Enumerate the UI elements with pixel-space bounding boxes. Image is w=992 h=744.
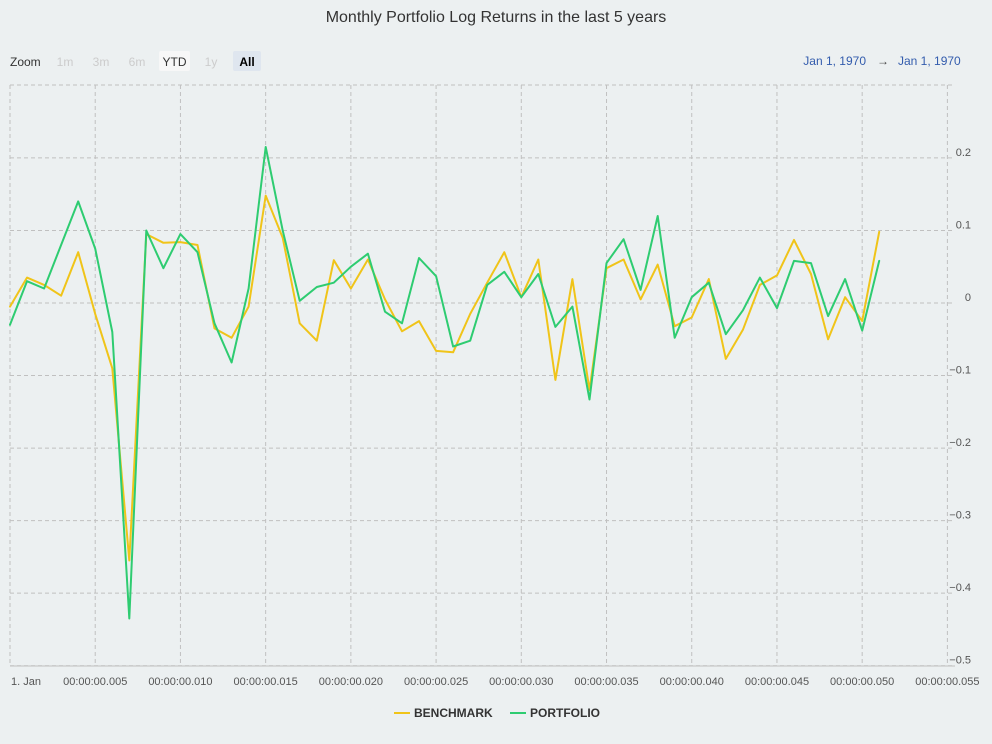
- zoom-button-bg[interactable]: [51, 51, 79, 71]
- x-axis: 1. Jan 00:00:00.005 00:00:00.010 00:00:00.0…: [11, 676, 980, 688]
- y-tick-label: −0.1: [949, 365, 971, 377]
- legend: BENCHMARK PORTFOLIO: [394, 706, 600, 720]
- series-line-portfolio[interactable]: [9, 146, 881, 620]
- zoom-toolbar: Zoom 1m 3m 6m YTD 1y All: [10, 51, 261, 71]
- zoom-button-label[interactable]: YTD: [163, 55, 187, 69]
- y-tick-label: 0.1: [956, 219, 971, 231]
- y-tick-label: 0.2: [956, 147, 971, 159]
- zoom-button-label[interactable]: 1m: [57, 55, 74, 69]
- x-tick-label: 00:00:00.035: [574, 676, 638, 688]
- chart-title: Monthly Portfolio Log Returns in the las…: [326, 9, 667, 26]
- grid: [9, 84, 955, 667]
- y-tick-label: −0.2: [949, 437, 971, 449]
- series-line-benchmark[interactable]: [9, 194, 881, 562]
- x-tick-label: 1. Jan: [11, 676, 41, 688]
- range-arrow: →: [877, 54, 889, 68]
- zoom-button-bg[interactable]: [123, 51, 151, 71]
- x-tick-label: 00:00:00.005: [63, 676, 127, 688]
- y-axis: −0.5 −0.4 −0.3 −0.2 −0.1 0 0.1 0.2: [949, 147, 971, 667]
- range-display: Jan 1, 1970 → Jan 1, 1970: [803, 54, 961, 68]
- x-tick-label: 00:00:00.020: [319, 676, 383, 688]
- legend-label: BENCHMARK: [414, 706, 493, 720]
- series-lines: [9, 146, 881, 620]
- y-tick-label: −0.5: [949, 655, 971, 667]
- zoom-button-bg[interactable]: [87, 51, 115, 71]
- y-tick-label: −0.3: [949, 510, 971, 522]
- x-tick-label: 00:00:00.050: [830, 676, 894, 688]
- zoom-button-all[interactable]: All: [233, 51, 261, 71]
- x-tick-label: 00:00:00.055: [915, 676, 979, 688]
- zoom-button-bg[interactable]: [197, 51, 225, 71]
- x-tick-label: 00:00:00.040: [660, 676, 724, 688]
- zoom-button-1m[interactable]: 1m: [51, 51, 79, 71]
- x-tick-label: 00:00:00.010: [148, 676, 212, 688]
- x-tick-label: 00:00:00.045: [745, 676, 809, 688]
- zoom-button-label[interactable]: All: [239, 55, 254, 69]
- y-tick-label: −0.4: [949, 582, 971, 594]
- zoom-button-1y[interactable]: 1y: [197, 51, 225, 71]
- zoom-button-label[interactable]: 1y: [205, 55, 218, 69]
- zoom-label: Zoom: [10, 55, 41, 69]
- zoom-button-bg[interactable]: [233, 51, 261, 71]
- legend-item-portfolio[interactable]: PORTFOLIO: [510, 706, 600, 720]
- zoom-button-label[interactable]: 6m: [129, 55, 146, 69]
- zoom-button-ytd[interactable]: YTD: [159, 51, 190, 71]
- x-tick-label: 00:00:00.025: [404, 676, 468, 688]
- range-from[interactable]: Jan 1, 1970: [803, 54, 866, 68]
- zoom-button-3m[interactable]: 3m: [87, 51, 115, 71]
- legend-item-benchmark[interactable]: BENCHMARK: [394, 706, 493, 720]
- x-tick-label: 00:00:00.030: [489, 676, 553, 688]
- range-to[interactable]: Jan 1, 1970: [898, 54, 961, 68]
- y-tick-label: 0: [965, 292, 971, 304]
- legend-label: PORTFOLIO: [530, 706, 600, 720]
- x-tick-label: 00:00:00.015: [234, 676, 298, 688]
- zoom-button-label[interactable]: 3m: [93, 55, 110, 69]
- zoom-button-bg[interactable]: [159, 51, 190, 71]
- zoom-button-6m[interactable]: 6m: [123, 51, 151, 71]
